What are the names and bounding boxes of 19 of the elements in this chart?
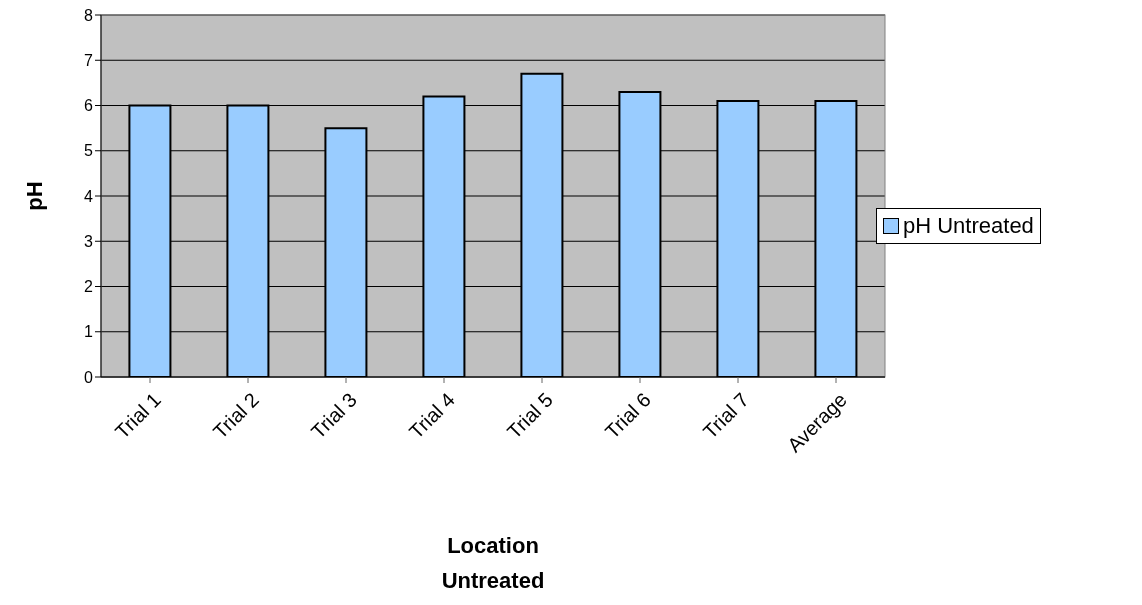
y-tick-label: 0 [84, 368, 94, 386]
legend-label: pH Untreated [902, 213, 1034, 239]
x-tick-label: Trial 4 [404, 388, 460, 443]
x-tick-label: Trial 3 [306, 388, 362, 443]
y-tick-label: 4 [84, 187, 94, 205]
y-tick-label: 5 [84, 142, 94, 160]
x-tick-label: Trial 2 [208, 388, 264, 443]
y-tick-label: 6 [84, 97, 94, 115]
x-tick-label: Trial 1 [110, 388, 166, 443]
x-tick-label: Trial 5 [502, 388, 558, 443]
y-tick-label: 7 [84, 51, 94, 69]
y-tick-label: 1 [84, 323, 94, 341]
y-tick-label: 8 [84, 6, 94, 24]
y-tick-label: 2 [84, 278, 94, 296]
x-tick-label: Trial 7 [698, 388, 754, 443]
y-axis-title: pH [22, 181, 47, 211]
x-axis-title: Location Untreated [441, 533, 545, 593]
y-tick-label: 3 [84, 232, 94, 250]
x-tick-label: Trial 6 [600, 388, 656, 443]
